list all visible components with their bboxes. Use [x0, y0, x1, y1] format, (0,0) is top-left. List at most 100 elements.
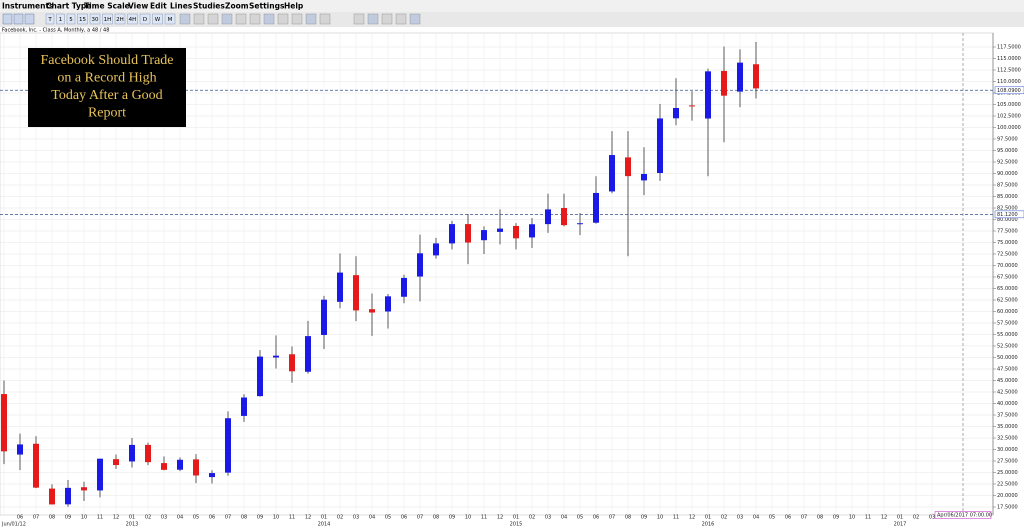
x-tick-label: 10 [657, 515, 663, 521]
x-tick-label: 08 [817, 515, 823, 521]
menu-item[interactable]: Lines [170, 2, 193, 11]
toolbar-button[interactable] [114, 13, 126, 25]
candle-body [321, 299, 327, 335]
toolbar-label[interactable]: 30 [92, 17, 99, 23]
y-tick-label: 17.5000 [997, 505, 1018, 511]
candle-body [673, 107, 679, 119]
toolbar-icon[interactable] [367, 13, 379, 25]
toolbar-button[interactable] [139, 13, 151, 25]
menu-item[interactable]: Time Scale [84, 2, 130, 11]
toolbar-label[interactable]: 2H [116, 17, 124, 23]
x-tick-label: 06 [17, 515, 23, 521]
toolbar-button[interactable] [127, 13, 138, 25]
candle-body [129, 444, 135, 462]
y-tick-label: 22.5000 [997, 482, 1018, 488]
y-tick-label: 27.5000 [997, 459, 1018, 465]
y-tick-label: 57.5000 [997, 321, 1018, 327]
x-tick-label: 12 [305, 515, 311, 521]
toolbar-label[interactable]: 1H [104, 17, 112, 23]
year-label: 2014 [318, 522, 331, 528]
toolbar-label[interactable]: T [47, 17, 52, 23]
candle-body [257, 356, 263, 397]
candle-body [497, 228, 503, 232]
y-tick-label: 87.5000 [997, 183, 1018, 189]
y-tick-label: 55.0000 [997, 332, 1018, 338]
y-tick-label: 25.0000 [997, 470, 1018, 476]
y-tick-label: 45.0000 [997, 378, 1018, 384]
toolbar-button[interactable] [102, 13, 113, 25]
toolbar-icon[interactable] [291, 13, 303, 25]
menu-item[interactable]: Chart Type [46, 2, 91, 11]
toolbar-button[interactable] [77, 13, 88, 25]
menu-item[interactable]: Help [284, 2, 304, 11]
start-label: Jun/01/12 [1, 522, 26, 528]
toolbar-icon[interactable] [24, 13, 35, 25]
toolbar-button[interactable] [164, 13, 176, 25]
toolbar-icon[interactable] [207, 13, 219, 25]
x-tick-label: 02 [529, 515, 535, 521]
x-tick-label: 01 [321, 515, 327, 521]
candle-body [193, 459, 199, 476]
toolbar-icon[interactable] [305, 13, 317, 25]
candle-body [449, 224, 455, 244]
toolbar-icon[interactable] [381, 13, 393, 25]
x-tick-label: 08 [433, 515, 439, 521]
toolbar-label[interactable]: 15 [79, 17, 86, 23]
toolbar-icon[interactable] [263, 13, 275, 25]
menu-item[interactable]: Studies [193, 2, 225, 11]
x-tick-label: 03 [353, 515, 359, 521]
toolbar-icon[interactable] [395, 13, 407, 25]
toolbar-label[interactable]: D [143, 17, 147, 23]
toolbar-icon[interactable] [249, 13, 261, 25]
toolbar-button[interactable] [66, 13, 76, 25]
annotation-box [28, 48, 186, 127]
x-tick-label: 08 [241, 515, 247, 521]
x-tick-label: 09 [449, 515, 455, 521]
y-tick-label: 112.5000 [997, 68, 1021, 74]
toolbar-icon[interactable] [13, 13, 24, 25]
candle-body [273, 355, 279, 358]
menu-item[interactable]: Edit [150, 2, 167, 11]
toolbar-icon[interactable] [319, 13, 331, 25]
toolbar-label[interactable]: 5 [69, 17, 73, 23]
toolbar-button[interactable] [89, 13, 101, 25]
toolbar-button[interactable] [152, 13, 163, 25]
toolbar-icon[interactable] [277, 13, 289, 25]
year-label: 2016 [702, 522, 715, 528]
year-label: 2015 [510, 522, 523, 528]
x-tick-label: 12 [881, 515, 887, 521]
candle-body [641, 173, 647, 181]
cursor-label-box [934, 511, 992, 519]
x-tick-label: 04 [177, 515, 183, 521]
toolbar-icon[interactable] [179, 13, 191, 25]
x-tick-label: 05 [577, 515, 583, 521]
candle-body [369, 309, 375, 313]
menu-item[interactable]: View [128, 2, 148, 11]
y-tick-label: 105.0000 [997, 102, 1021, 108]
toolbar-icon[interactable] [2, 13, 13, 25]
toolbar-icon[interactable] [353, 13, 365, 25]
y-tick-label: 70.0000 [997, 263, 1018, 269]
menu-item[interactable]: Settings [249, 2, 285, 11]
toolbar-icon[interactable] [193, 13, 205, 25]
candle-body [753, 64, 759, 89]
menu-item[interactable]: Zoom [225, 2, 249, 11]
toolbar-button[interactable] [45, 13, 55, 25]
x-tick-label: 06 [401, 515, 407, 521]
toolbar-icon[interactable] [235, 13, 247, 25]
x-tick-label: 06 [209, 515, 215, 521]
menu-item[interactable]: Instruments [2, 2, 54, 11]
toolbar-icon[interactable] [221, 13, 233, 25]
y-tick-label: 102.5000 [997, 114, 1021, 120]
x-tick-label: 11 [673, 515, 679, 521]
x-tick-label: 03 [545, 515, 551, 521]
toolbar-icon[interactable] [409, 13, 421, 25]
candle-body [81, 487, 87, 491]
toolbar-label[interactable]: 4H [129, 17, 137, 23]
toolbar-label[interactable]: W [155, 17, 161, 23]
toolbar-label[interactable]: 1 [59, 17, 63, 23]
toolbar-button[interactable] [56, 13, 65, 25]
toolbar-label[interactable]: M [168, 17, 173, 23]
x-tick-label: 01 [513, 515, 519, 521]
candle-body [113, 459, 119, 466]
